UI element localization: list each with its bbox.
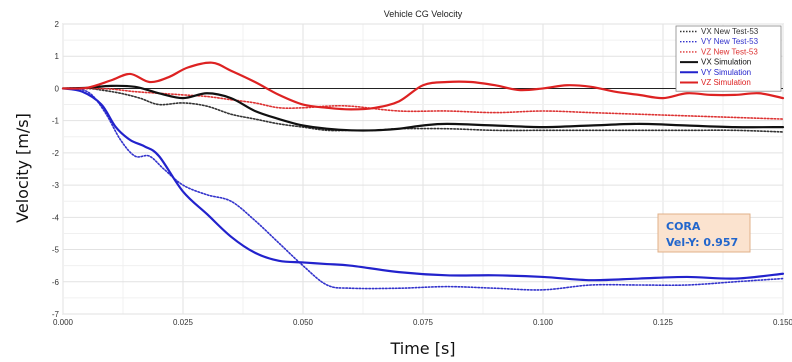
- x-tick-label: 0.125: [653, 318, 674, 327]
- x-tick-label: 0.150: [773, 318, 792, 327]
- legend-label: VY Simulation: [701, 68, 751, 77]
- annotation-box: [657, 213, 751, 253]
- cora-annotation: CORA Vel-Y: 0.957: [657, 213, 751, 253]
- legend-box: [675, 25, 782, 92]
- series-line-vy-new-test-53: [62, 87, 784, 291]
- x-tick-label: 0.025: [173, 318, 194, 327]
- x-tick-label: 0.075: [413, 318, 434, 327]
- y-tick-label: -5: [52, 246, 60, 255]
- legend-label: VZ Simulation: [701, 78, 751, 87]
- x-tick-label: 0.050: [293, 318, 314, 327]
- y-tick-label: -2: [52, 149, 60, 158]
- series-line-vz-new-test-53: [62, 87, 784, 120]
- legend-label: VX Simulation: [701, 58, 751, 67]
- y-axis-label: Velocity [m/s]: [13, 113, 32, 223]
- tick-labels: 0.000 0.025 0.050 0.075 0.100 0.125 0.150 2 1 0 -1…: [52, 20, 792, 327]
- y-tick-label: -1: [52, 117, 60, 126]
- annotation-line-2: Vel-Y: 0.957: [666, 236, 738, 249]
- legend-label: VZ New Test-53: [701, 47, 758, 56]
- series-line-vx-simulation: [61, 84, 785, 132]
- legend-label: VY New Test-53: [701, 37, 759, 46]
- y-tick-label: -3: [52, 181, 60, 190]
- y-tick-label: 1: [55, 52, 60, 61]
- y-tick-label: 0: [55, 84, 60, 93]
- y-tick-label: -6: [52, 278, 60, 287]
- x-tick-label: 0.000: [53, 318, 74, 327]
- x-tick-label: 0.100: [533, 318, 554, 327]
- series-line-vy-simulation: [61, 87, 785, 282]
- x-axis-label: Time [s]: [389, 339, 455, 358]
- annotation-line-1: CORA: [666, 220, 701, 233]
- series-lines: [61, 61, 785, 291]
- y-tick-label: -7: [52, 310, 60, 319]
- grid-lines: [62, 23, 784, 315]
- series-line-vz-simulation: [61, 61, 785, 111]
- chart-title: Vehicle CG Velocity: [384, 9, 463, 19]
- series-line-vx-new-test-53: [62, 87, 784, 133]
- y-tick-label: 2: [55, 20, 60, 29]
- legend-label: VX New Test-53: [701, 27, 759, 36]
- y-tick-label: -4: [52, 213, 60, 222]
